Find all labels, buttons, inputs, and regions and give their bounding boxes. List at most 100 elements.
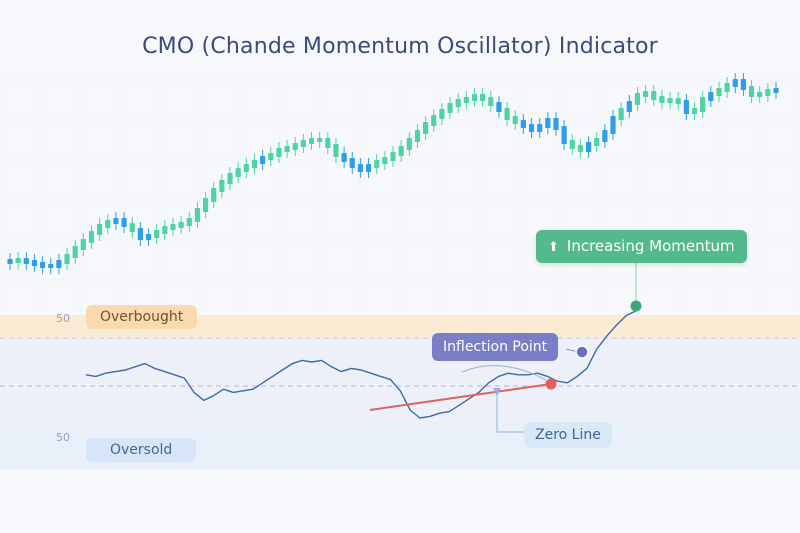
candle-body	[700, 97, 706, 112]
cmo-line	[85, 310, 637, 419]
candle-body	[667, 98, 673, 103]
candle-body	[349, 158, 355, 168]
candle-body	[406, 138, 412, 150]
candle-body	[170, 224, 176, 230]
candle-body	[365, 164, 372, 172]
candle-body	[219, 180, 225, 192]
candle-body	[341, 153, 347, 162]
candle-body	[129, 223, 135, 232]
candle-body	[618, 108, 624, 120]
candle-body	[626, 101, 632, 112]
candle-body	[325, 138, 331, 148]
candle-body	[260, 156, 266, 164]
trend-line	[369, 383, 552, 411]
candle-body	[585, 142, 592, 152]
candle-body	[284, 146, 290, 152]
candle-body	[15, 258, 21, 263]
y-tick-label: 50	[56, 312, 70, 325]
candle-body	[414, 130, 421, 142]
candle-body	[398, 146, 404, 156]
candle-body	[651, 91, 657, 100]
candle-body	[643, 91, 649, 97]
candle-body	[634, 93, 641, 105]
candle-body	[455, 99, 461, 107]
candle-body	[740, 79, 747, 90]
candle-body	[610, 116, 616, 134]
candle-body	[537, 124, 543, 132]
candle-body	[488, 97, 494, 106]
oscillator-panel	[0, 338, 800, 422]
candle-body	[390, 152, 396, 161]
candle-body	[113, 218, 119, 224]
candle-body	[145, 234, 152, 240]
up-arrow-icon: ⬆	[548, 240, 559, 255]
candle-body	[178, 222, 184, 228]
candle-body	[88, 231, 95, 243]
candle-body	[137, 228, 143, 240]
candle-body	[382, 157, 388, 164]
candle-body	[80, 239, 86, 250]
trend-end-marker	[545, 378, 557, 390]
inflection-marker	[575, 345, 589, 359]
candle-body	[374, 160, 380, 168]
candle-body	[724, 83, 730, 92]
chart-title: CMO (Chande Momentum Oscillator) Indicat…	[142, 34, 658, 59]
candle-body	[602, 130, 608, 142]
candle-body	[186, 218, 192, 226]
candle-body	[757, 92, 763, 97]
candle-body	[447, 103, 453, 113]
zero-line-connector	[496, 392, 524, 433]
candle-body	[202, 198, 209, 212]
candle-body	[31, 260, 38, 266]
candle-body	[39, 262, 46, 268]
overbought-band	[0, 315, 800, 338]
increasing-momentum-label: ⬆ Increasing Momentum	[536, 230, 747, 263]
candle-body	[235, 168, 241, 177]
candle-body	[528, 124, 535, 132]
candle-body	[333, 144, 339, 157]
candle-body	[748, 86, 755, 97]
candle-body	[675, 98, 681, 104]
candle-body	[545, 118, 551, 128]
zero-line-label: Zero Line	[524, 422, 612, 448]
candle-body	[357, 164, 364, 172]
candle-body	[194, 208, 201, 222]
candle-body	[765, 89, 771, 96]
candle-body	[708, 92, 714, 101]
candle-body	[23, 258, 29, 264]
candle-body	[300, 140, 306, 147]
candle-body	[553, 118, 559, 130]
overbought-label: Overbought	[86, 305, 198, 329]
candle-body	[520, 120, 526, 128]
candle-body	[317, 138, 323, 142]
candle-body	[105, 220, 111, 228]
candle-body	[732, 79, 738, 87]
candle-body	[431, 115, 437, 126]
candle-body	[691, 108, 698, 114]
oversold-label: Oversold	[86, 438, 197, 462]
candle-body	[594, 138, 600, 146]
candle-body	[439, 109, 445, 119]
candle-body	[121, 218, 127, 227]
y-tick-label: 50	[56, 431, 70, 444]
candle-body	[561, 126, 567, 144]
candle-body	[56, 260, 62, 268]
candle-body	[659, 96, 665, 103]
zero-line-arrowhead	[493, 388, 501, 396]
signal-curve	[461, 365, 547, 381]
candle-body	[683, 100, 689, 114]
candle-body	[251, 160, 258, 168]
candle-body	[243, 164, 249, 172]
candle-body	[72, 246, 78, 258]
momentum-marker	[630, 300, 642, 312]
candle-body	[480, 94, 486, 101]
candle-body	[292, 143, 298, 150]
candle-body	[162, 226, 168, 234]
candle-body	[504, 108, 510, 120]
candle-body	[276, 148, 282, 157]
candle-body	[48, 264, 54, 268]
candle-body	[422, 122, 429, 134]
candle-body	[308, 138, 315, 144]
